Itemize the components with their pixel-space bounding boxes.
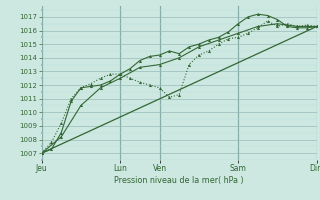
X-axis label: Pression niveau de la mer( hPa ): Pression niveau de la mer( hPa ) (114, 176, 244, 185)
